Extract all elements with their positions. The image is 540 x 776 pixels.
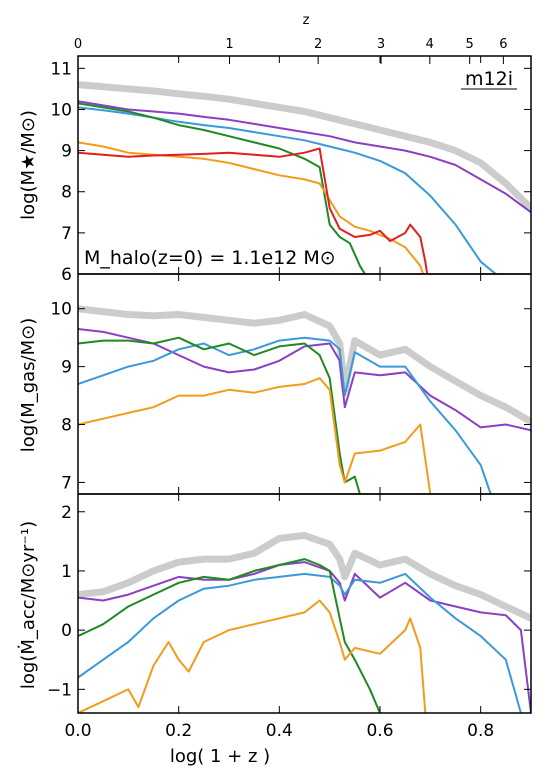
series-line-5 [78,141,425,274]
series-group [78,305,531,494]
series-group [78,531,531,713]
series-line-4 [78,558,381,713]
x-tick-label: 0.0 [64,721,91,741]
series-line-6 [78,147,429,274]
series-line-3 [78,336,492,494]
series-line-2 [78,561,531,713]
y-tick-label: 10 [50,300,72,320]
series-line-1 [78,531,531,622]
series-line-2 [78,328,531,432]
top-axis-title: z [303,13,310,28]
y-tick-label: 10 [50,100,72,120]
y-tick-label: 7 [61,224,72,244]
panel-accretion-rate: log(Ṁ_acc/M⊙yr⁻¹) −1 0 1 2 [18,493,532,714]
top-tick-label: 6 [499,37,507,52]
series-line-3 [78,572,522,713]
y-tick-label: 9 [61,142,72,162]
top-tick-label: 3 [377,37,385,52]
y-tick-label: 8 [61,416,72,436]
top-tick-label: 2 [314,37,322,52]
bottom-axis-ticks: 0.0 0.2 0.4 0.6 0.8 [64,721,494,741]
annotation-halo-mass: M_halo(z=0) = 1.1e12 M⊙ [84,247,336,269]
top-axis-ticks: 0 1 2 3 4 5 6 [74,37,508,64]
top-tick-label: 4 [426,37,434,52]
y-tick-label: 1 [61,562,72,582]
ylabel-gas-mass: log(M_gas/M⊙) [18,318,39,453]
series-line-5 [78,599,427,713]
series-line-4 [78,336,361,494]
y-tick-label: 9 [61,358,72,378]
y-tick-label: 2 [61,503,72,523]
x-tick-label: 0.4 [266,721,293,741]
y-tick-label: −1 [47,680,72,700]
top-tick-label: 1 [225,37,233,52]
top-tick-label: 0 [74,37,82,52]
y-tick-label: 6 [61,265,72,285]
y-tick-label: 8 [61,183,72,203]
panel-gas-mass: log(M_gas/M⊙) 7 8 9 10 [18,273,532,495]
x-axis-title: log( 1 + z ) [170,746,270,767]
panel-stellar-mass: log(M★/M⊙) m12i M_halo(z=0) = 1.1e12 M⊙ … [18,55,532,285]
top-tick-label: 5 [466,37,474,52]
ylabel-stellar-mass: log(M★/M⊙) [18,110,39,220]
x-tick-label: 0.6 [366,721,393,741]
series-group [78,81,531,274]
ylabel-accretion-rate: log(Ṁ_acc/M⊙yr⁻¹) [18,521,39,689]
series-line-4 [78,102,367,274]
series-line-1 [78,81,531,212]
annotation-sim-name: m12i [465,68,513,90]
panel-frame [77,493,532,714]
series-line-5 [78,377,432,494]
y-tick-label: 11 [50,59,72,79]
x-tick-label: 0.8 [467,721,494,741]
series-line-1 [78,305,531,426]
x-tick-label: 0.2 [165,721,192,741]
series-line-2 [78,100,531,214]
y-tick-label: 7 [61,473,72,493]
y-tick-label: 0 [61,621,72,641]
